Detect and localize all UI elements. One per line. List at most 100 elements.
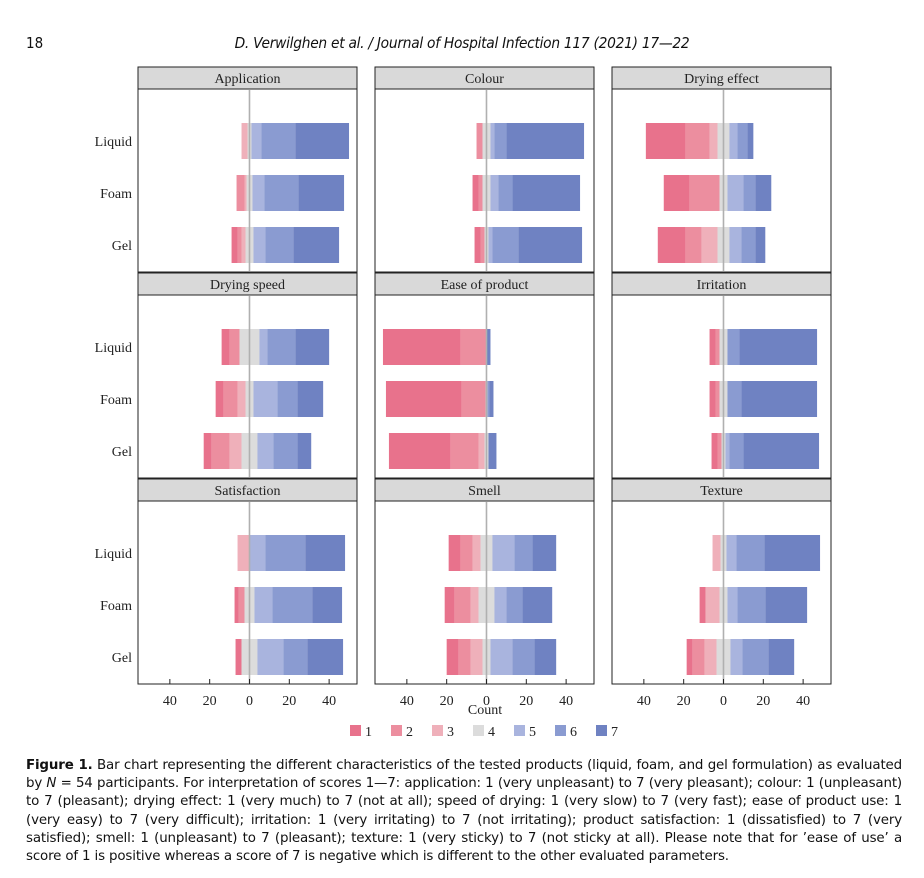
x-tick-label: 20 — [677, 694, 691, 709]
bar-segment-score-6 — [512, 639, 535, 675]
bar-segment-score-1 — [446, 639, 459, 675]
bar-segment-score-1 — [221, 329, 230, 365]
bar-segment-score-3 — [237, 535, 250, 571]
bar-segment-score-1 — [388, 433, 451, 469]
bar-segment-score-6 — [494, 123, 507, 159]
legend-swatch — [473, 725, 484, 736]
x-tick-label: 0 — [246, 694, 253, 709]
bar-gel — [231, 227, 340, 263]
bar-liquid — [709, 329, 818, 365]
bar-segment-score-1 — [474, 227, 481, 263]
panel-smell: Smell 40 20 0 20 40 — [374, 478, 595, 709]
bar-segment-score-5 — [492, 535, 515, 571]
bar-segment-score-7 — [522, 587, 553, 623]
bar-segment-score-7 — [295, 123, 350, 159]
bar-liquid — [448, 535, 557, 571]
bar-segment-score-7 — [297, 381, 324, 417]
legend-item-3: 3 — [432, 725, 454, 740]
bar-segment-score-1 — [231, 227, 238, 263]
bar-segment-score-7 — [512, 175, 581, 211]
bar-segment-score-1 — [382, 329, 461, 365]
bar-liquid — [241, 123, 350, 159]
bar-segment-score-7 — [532, 535, 557, 571]
bar-foam — [709, 381, 818, 417]
bar-segment-score-1 — [472, 175, 479, 211]
bar-segment-score-2 — [238, 587, 245, 623]
panel-drying-effect: Drying effect — [611, 66, 832, 273]
bar-segment-score-7 — [506, 123, 585, 159]
bar-segment-score-6 — [272, 587, 313, 623]
panel-title: Colour — [465, 72, 504, 87]
bar-segment-score-7 — [739, 329, 818, 365]
bar-segment-score-6 — [736, 535, 765, 571]
legend-label: 2 — [406, 725, 413, 740]
bar-segment-score-6 — [273, 433, 298, 469]
bar-segment-score-5 — [257, 639, 284, 675]
bar-segment-score-6 — [506, 587, 523, 623]
bar-segment-score-5 — [253, 227, 266, 263]
bar-segment-score-3 — [472, 535, 481, 571]
legend-swatch — [514, 725, 525, 736]
bar-segment-score-6 — [737, 587, 766, 623]
bar-segment-score-6 — [514, 535, 533, 571]
x-tick-label: 0 — [483, 694, 490, 709]
legend-swatch — [432, 725, 443, 736]
bar-segment-score-5 — [251, 123, 262, 159]
bar-segment-score-6 — [487, 381, 490, 417]
bar-gel — [474, 227, 583, 263]
legend-label: 1 — [365, 725, 372, 740]
bar-segment-score-2 — [450, 433, 479, 469]
panel-title: Drying effect — [684, 72, 759, 87]
bar-gel — [235, 639, 344, 675]
page-number: 18 — [26, 34, 44, 52]
bar-segment-score-5 — [727, 587, 738, 623]
bar-segment-score-7 — [295, 329, 330, 365]
bar-segment-score-3 — [241, 227, 246, 263]
bar-segment-score-6 — [742, 639, 769, 675]
bar-segment-score-5 — [249, 535, 266, 571]
legend-label: 4 — [488, 725, 495, 740]
bar-liquid — [645, 123, 754, 159]
bar-liquid — [382, 329, 491, 365]
bar-segment-score-7 — [755, 175, 772, 211]
x-tick-label: 20 — [756, 694, 770, 709]
bar-segment-score-6 — [277, 381, 298, 417]
bar-segment-score-2 — [211, 433, 230, 469]
bar-foam — [663, 175, 772, 211]
legend-swatch — [350, 725, 361, 736]
diverging-bar-chart-figure: Application Liquid Foam Gel Colour Drying eff… — [95, 66, 832, 740]
bar-segment-score-1 — [657, 227, 686, 263]
bar-foam — [215, 381, 324, 417]
bar-segment-score-1 — [448, 535, 461, 571]
panel-satisfaction: Satisfaction Liquid Foam Gel 40 20 0 20 40 — [95, 478, 358, 709]
panel-title: Drying speed — [210, 278, 285, 293]
bar-segment-score-6 — [283, 639, 308, 675]
bar-segment-score-6 — [729, 433, 744, 469]
bar-segment-score-5 — [490, 175, 499, 211]
category-label-gel: Gel — [112, 445, 132, 460]
x-tick-label: 40 — [163, 694, 177, 709]
bar-segment-score-6 — [737, 123, 748, 159]
bar-segment-score-1 — [234, 587, 239, 623]
legend-item-1: 1 — [350, 725, 372, 740]
category-label-liquid: Liquid — [95, 341, 132, 356]
bar-gel — [388, 433, 497, 469]
bar-segment-score-1 — [709, 381, 716, 417]
bar-segment-score-1 — [686, 639, 693, 675]
bar-foam — [444, 587, 553, 623]
legend-item-5: 5 — [514, 725, 536, 740]
bar-segment-score-2 — [685, 123, 710, 159]
legend-label: 5 — [529, 725, 536, 740]
bar-segment-score-6 — [743, 175, 756, 211]
bar-segment-score-2 — [480, 227, 485, 263]
bar-segment-score-7 — [534, 639, 557, 675]
bar-foam — [472, 175, 581, 211]
bar-segment-score-3 — [712, 535, 721, 571]
bar-segment-score-6 — [727, 329, 740, 365]
category-label-gel: Gel — [112, 239, 132, 254]
legend-swatch — [555, 725, 566, 736]
panel-drying-speed: Drying speed Liquid Foam Gel — [95, 272, 358, 479]
bar-segment-score-7 — [764, 535, 821, 571]
panel-texture: Texture 40 20 0 20 40 — [611, 478, 832, 709]
bar-liquid — [237, 535, 346, 571]
